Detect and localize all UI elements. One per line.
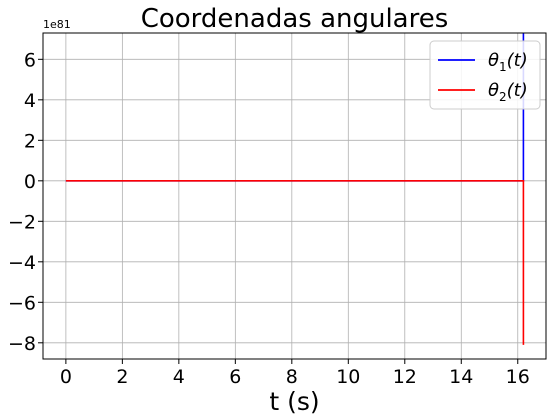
chart-title: Coordenadas angulares [141, 4, 449, 34]
x-axis-label: t (s) [269, 387, 319, 416]
y-tick-label: 4 [24, 90, 36, 112]
legend-symbol: θ [488, 80, 499, 101]
legend-box [429, 40, 541, 110]
legend-symbol: θ [488, 50, 499, 71]
y-tick-label: 6 [24, 49, 36, 71]
x-tick-label: 6 [229, 366, 241, 388]
y-tick-label: 0 [24, 171, 36, 193]
y-tick-label: 2 [24, 130, 36, 152]
series-line-theta-2 [65, 180, 525, 345]
y-axis-offset-label: 1e81 [43, 18, 71, 31]
y-tick-label: −4 [8, 252, 36, 274]
x-tick-label: 14 [449, 366, 473, 388]
legend-label-theta-2: θ2(t) [488, 80, 528, 104]
legend-subscript: 1 [499, 60, 507, 74]
x-axis-ticks: 0 2 4 6 8 10 12 14 16 [60, 359, 530, 388]
legend-label-theta-1: θ1(t) [488, 50, 528, 74]
y-axis-ticks: −8 −6 −4 −2 0 2 4 6 [8, 49, 43, 355]
legend-argument: (t) [507, 50, 528, 71]
legend: θ1(t)θ2(t) [429, 40, 541, 110]
y-tick-label: −8 [8, 333, 36, 355]
x-tick-label: 0 [60, 366, 72, 388]
y-tick-label: −2 [8, 211, 36, 233]
y-tick-label: −6 [8, 292, 36, 314]
plot-frame [42, 32, 547, 360]
x-tick-label: 2 [116, 366, 128, 388]
x-tick-label: 8 [286, 366, 298, 388]
legend-argument: (t) [507, 80, 528, 101]
x-tick-label: 10 [336, 366, 360, 388]
x-tick-label: 16 [506, 366, 530, 388]
legend-subscript: 2 [499, 90, 507, 104]
x-tick-label: 4 [173, 366, 185, 388]
x-tick-label: 12 [393, 366, 417, 388]
